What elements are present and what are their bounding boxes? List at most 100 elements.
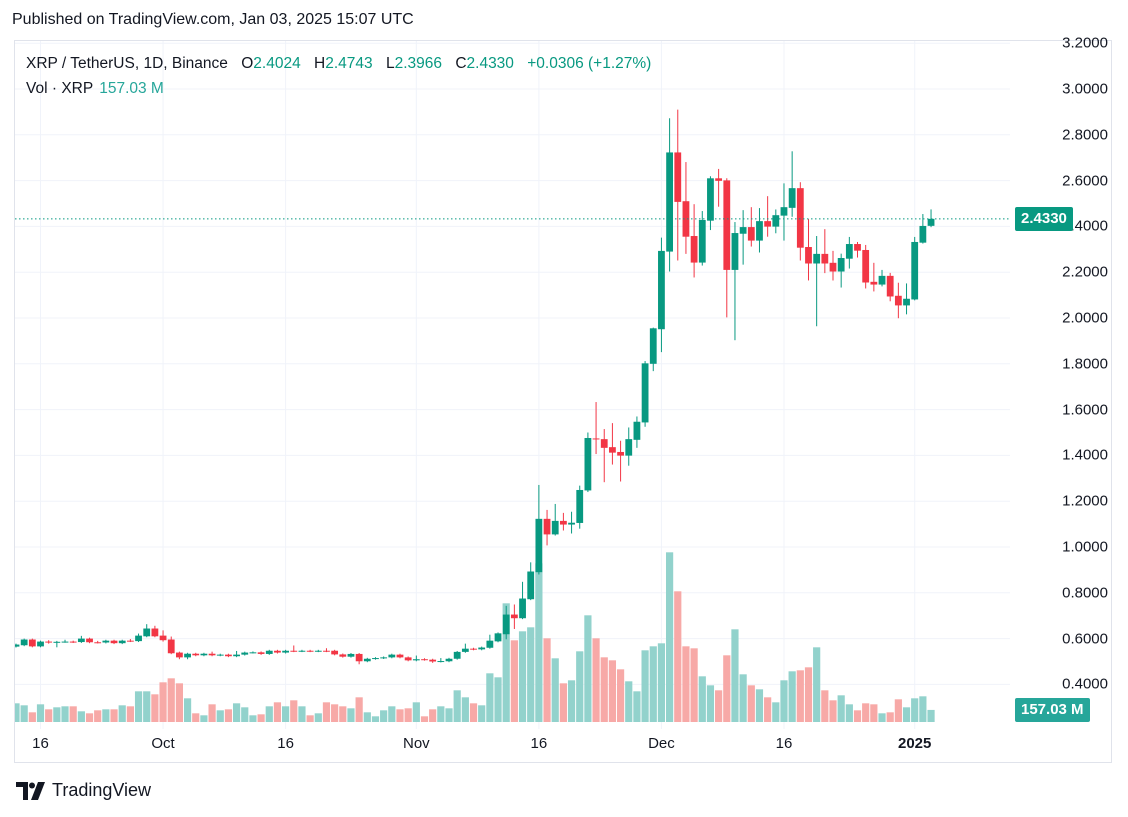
candle xyxy=(576,485,584,529)
volume-bar xyxy=(592,638,600,722)
volume-bar xyxy=(862,703,870,722)
volume-bar xyxy=(429,709,437,722)
footer-brand[interactable]: TradingView xyxy=(16,780,151,801)
brand-name: TradingView xyxy=(52,780,152,800)
volume-bar xyxy=(584,615,592,722)
volume-bar xyxy=(723,655,731,722)
volume-bar xyxy=(706,685,715,722)
volume-value: 157.03 M xyxy=(99,80,164,97)
candle xyxy=(151,625,159,638)
candle-body xyxy=(143,628,151,637)
candle-body xyxy=(780,207,788,216)
volume-bar xyxy=(567,680,576,722)
candle-body xyxy=(135,635,142,642)
time-tick-label: 16 xyxy=(530,735,548,752)
volume-bars xyxy=(15,552,935,722)
candle xyxy=(715,168,723,207)
volume-bar xyxy=(192,713,200,722)
volume-bar xyxy=(200,715,208,722)
candle xyxy=(927,209,935,228)
candle-body xyxy=(731,233,739,270)
candle-body xyxy=(429,659,437,662)
volume-bar xyxy=(437,706,445,722)
candle-body xyxy=(45,641,53,643)
candle-body xyxy=(666,152,673,252)
candle-body xyxy=(118,640,126,644)
volume-bar xyxy=(731,629,739,722)
volume-bar xyxy=(314,713,322,722)
volume-bar xyxy=(576,651,584,722)
candle-body xyxy=(609,447,616,453)
volume-bar xyxy=(322,702,331,722)
symbol-title: XRP / TetherUS, 1D, Binance xyxy=(26,55,228,72)
volume-bar xyxy=(445,708,453,722)
candle xyxy=(265,649,273,655)
candle xyxy=(388,653,396,659)
candle xyxy=(118,639,126,645)
volume-bar xyxy=(208,704,216,722)
volume-bar xyxy=(894,699,902,722)
candle-body xyxy=(86,638,93,643)
candle-body xyxy=(764,221,772,227)
candle xyxy=(380,656,388,659)
high-value: 2.4743 xyxy=(325,55,373,72)
candle-body xyxy=(233,654,240,657)
volume-bar xyxy=(878,713,886,722)
candle-body xyxy=(461,648,469,652)
candle-body xyxy=(61,641,69,643)
volume-bar xyxy=(666,552,674,722)
candle xyxy=(20,638,28,647)
volume-bar xyxy=(388,706,396,722)
candle xyxy=(510,604,518,629)
candle-body xyxy=(126,640,134,642)
candle xyxy=(878,269,886,287)
volume-bar xyxy=(249,715,257,722)
candle-body xyxy=(306,650,314,652)
candles xyxy=(15,109,935,665)
candle xyxy=(437,658,445,663)
candle xyxy=(641,361,649,427)
candle-body xyxy=(535,518,543,573)
candle xyxy=(249,651,257,654)
tradingview-logo-icon xyxy=(16,781,45,800)
candle-body xyxy=(339,654,347,657)
candle xyxy=(772,209,780,234)
candle-body xyxy=(870,281,878,285)
candle xyxy=(870,262,878,292)
candle-body xyxy=(372,658,379,660)
candle xyxy=(306,649,314,653)
candle-body xyxy=(878,275,886,285)
candle xyxy=(527,562,535,601)
volume-bar xyxy=(53,707,61,722)
candle-body xyxy=(28,639,36,647)
volume-bar xyxy=(143,691,151,722)
candle xyxy=(903,283,910,315)
volume-bar xyxy=(69,706,77,722)
candle-body xyxy=(502,614,510,635)
candle xyxy=(519,581,526,620)
candle xyxy=(192,652,200,657)
candle-body xyxy=(813,253,821,264)
volume-bar xyxy=(396,709,404,722)
volume-bar xyxy=(20,705,28,722)
volume-bar xyxy=(175,683,183,722)
volume-bar xyxy=(159,682,167,722)
price-tick-label: 2.4000 xyxy=(1062,217,1108,235)
volume-bar xyxy=(747,685,755,722)
candle-body xyxy=(576,489,584,523)
volume-bar xyxy=(453,690,461,722)
open-label: O xyxy=(241,55,254,72)
candle xyxy=(854,241,861,258)
published-caption: Published on TradingView.com, Jan 03, 20… xyxy=(12,11,414,28)
candle xyxy=(919,214,927,244)
candle-body xyxy=(69,641,77,643)
candle xyxy=(747,207,755,247)
candle xyxy=(486,634,494,649)
volume-bar xyxy=(608,660,617,722)
chart-frame xyxy=(14,40,1112,763)
candle-body xyxy=(641,363,649,423)
candle-body xyxy=(388,654,396,658)
candle-body xyxy=(886,275,894,297)
volume-bar xyxy=(126,706,134,722)
